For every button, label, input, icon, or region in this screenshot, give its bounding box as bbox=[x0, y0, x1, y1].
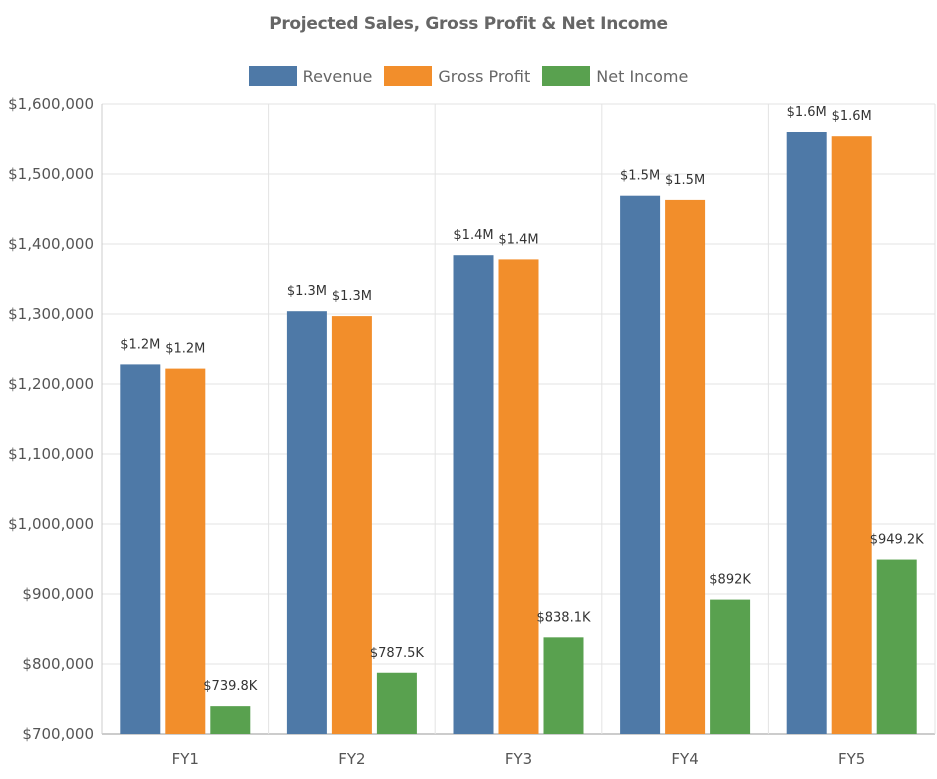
x-tick-label: FY5 bbox=[838, 750, 865, 768]
legend-label-net-income: Net Income bbox=[596, 66, 689, 86]
data-label: $1.5M bbox=[620, 169, 660, 184]
legend-item-gross-profit[interactable]: Gross Profit bbox=[384, 66, 530, 86]
bar-revenue-fy5[interactable] bbox=[786, 132, 827, 734]
y-tick-label: $1,600,000 bbox=[8, 95, 94, 113]
data-label: $787.5K bbox=[370, 646, 424, 661]
data-label: $1.6M bbox=[832, 109, 872, 124]
bar-net-income-fy2[interactable] bbox=[376, 672, 417, 734]
y-tick-label: $1,200,000 bbox=[8, 375, 94, 393]
data-label: $1.4M bbox=[498, 232, 538, 247]
data-label: $1.2M bbox=[165, 342, 205, 357]
legend-label-gross-profit: Gross Profit bbox=[438, 66, 531, 86]
data-label: $892K bbox=[709, 573, 751, 588]
bar-net-income-fy4[interactable] bbox=[710, 599, 751, 734]
y-tick-label: $1,400,000 bbox=[8, 235, 94, 253]
bar-net-income-fy3[interactable] bbox=[543, 637, 584, 734]
legend-label-revenue: Revenue bbox=[302, 66, 373, 86]
data-label: $1.6M bbox=[787, 105, 827, 120]
x-tick-label: FY3 bbox=[505, 750, 532, 768]
x-tick-label: FY2 bbox=[338, 750, 365, 768]
bar-gross-profit-fy4[interactable] bbox=[665, 199, 706, 734]
bar-revenue-fy4[interactable] bbox=[620, 195, 661, 734]
legend-swatch-revenue bbox=[248, 66, 297, 86]
legend-item-revenue[interactable]: Revenue bbox=[248, 66, 373, 86]
bar-net-income-fy5[interactable] bbox=[876, 559, 917, 734]
data-label: $1.3M bbox=[332, 289, 372, 304]
bar-revenue-fy2[interactable] bbox=[286, 311, 327, 734]
y-tick-label: $700,000 bbox=[22, 725, 94, 743]
bar-net-income-fy1[interactable] bbox=[210, 706, 251, 734]
bar-gross-profit-fy1[interactable] bbox=[165, 368, 206, 734]
x-tick-label: FY4 bbox=[671, 750, 698, 768]
bar-gross-profit-fy2[interactable] bbox=[331, 316, 372, 734]
data-label: $1.5M bbox=[665, 173, 705, 188]
legend-item-net-income[interactable]: Net Income bbox=[542, 66, 688, 86]
y-tick-label: $1,300,000 bbox=[8, 305, 94, 323]
x-tick-label: FY1 bbox=[172, 750, 199, 768]
legend-swatch-net-income bbox=[542, 66, 591, 86]
chart-title: Projected Sales, Gross Profit & Net Inco… bbox=[269, 14, 668, 34]
bar-gross-profit-fy3[interactable] bbox=[498, 259, 539, 734]
legend: Revenue Gross Profit Net Income bbox=[0, 66, 937, 86]
bar-revenue-fy3[interactable] bbox=[453, 255, 494, 734]
data-label: $949.2K bbox=[870, 533, 924, 548]
data-label: $1.2M bbox=[120, 337, 160, 352]
y-tick-label: $800,000 bbox=[22, 655, 94, 673]
data-label: $1.3M bbox=[287, 284, 327, 299]
data-label: $739.8K bbox=[203, 679, 257, 694]
data-label: $838.1K bbox=[536, 610, 590, 625]
y-tick-label: $1,100,000 bbox=[8, 445, 94, 463]
legend-swatch-gross-profit bbox=[384, 66, 433, 86]
bar-revenue-fy1[interactable] bbox=[120, 364, 161, 734]
bar-gross-profit-fy5[interactable] bbox=[831, 136, 872, 734]
y-tick-label: $900,000 bbox=[22, 585, 94, 603]
y-tick-label: $1,000,000 bbox=[8, 515, 94, 533]
y-tick-label: $1,500,000 bbox=[8, 165, 94, 183]
data-label: $1.4M bbox=[453, 228, 493, 243]
